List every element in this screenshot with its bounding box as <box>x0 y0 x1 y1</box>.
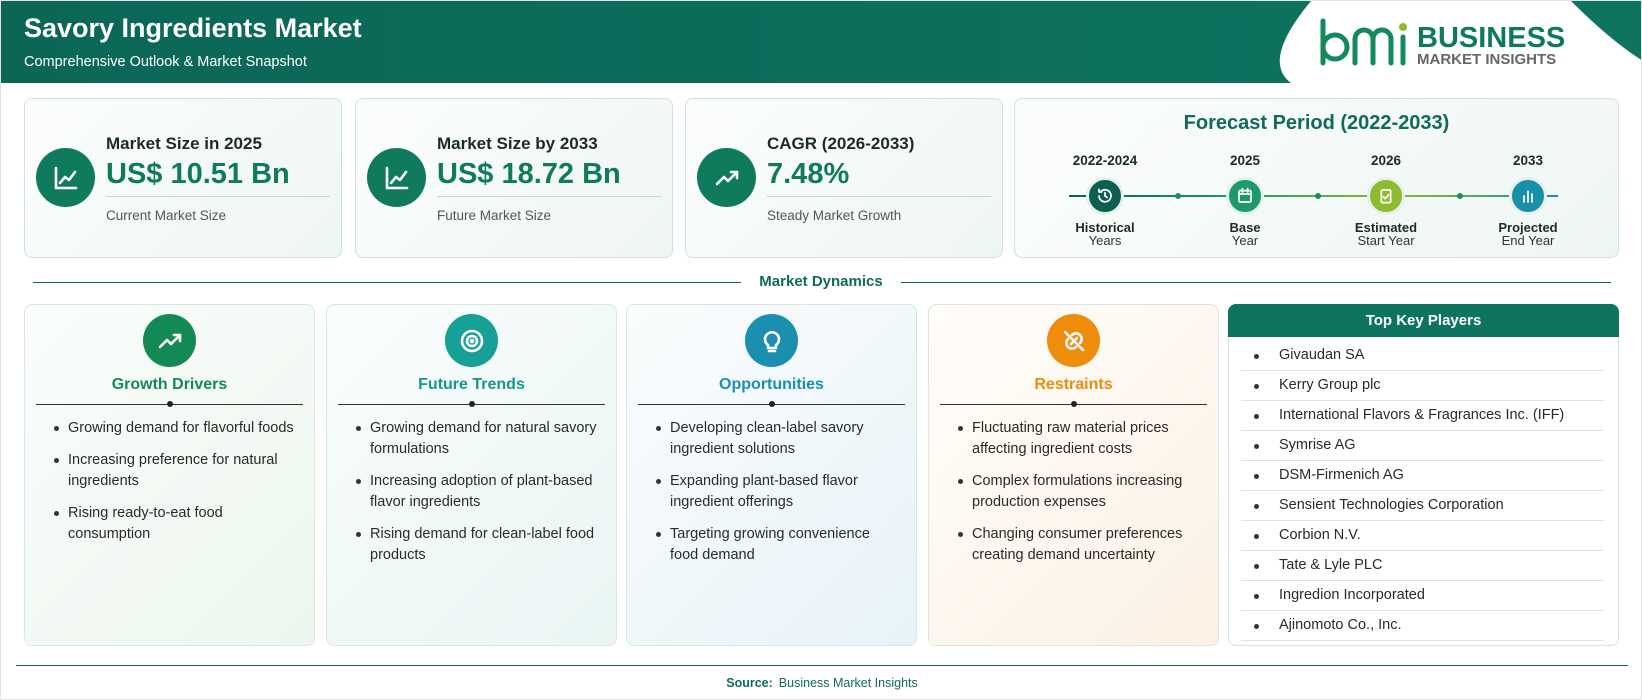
logo-name: BUSINESS <box>1417 22 1565 54</box>
section-title: Restraints <box>1034 376 1113 393</box>
metric-value: US$ 18.72 Bn <box>437 158 621 190</box>
rule <box>901 282 1611 283</box>
players-card <box>1228 304 1619 646</box>
list-item: Fluctuating raw material prices affectin… <box>956 418 1201 460</box>
metric-label: Market Size in 2025 <box>106 134 262 153</box>
section-title: Future Trends <box>418 376 525 393</box>
list-item: Complex formulations increasing producti… <box>956 471 1201 513</box>
player: Tate & Lyle PLC <box>1241 551 1604 581</box>
title: Savory Ingredients Market <box>24 13 362 43</box>
section-dot <box>469 401 475 407</box>
timeline <box>1069 195 1558 197</box>
list-item: Targeting growing convenience food deman… <box>654 524 899 566</box>
player: Givaudan SA <box>1241 341 1604 371</box>
section-icon <box>1047 314 1100 367</box>
player: Sensient Technologies Corporation <box>1241 491 1604 521</box>
list-item: Developing clean-label savory ingredient… <box>654 418 899 460</box>
logo: BUSINESS MARKET INSIGHTS <box>1279 1 1641 83</box>
source-label: Source: <box>726 676 773 690</box>
rule <box>33 282 741 283</box>
player: Symrise AG <box>1241 431 1604 461</box>
list-item: Rising ready-to-eat food consumption <box>52 503 297 545</box>
milestone-icon <box>1226 177 1264 215</box>
section-list: Growing demand for natural savory formul… <box>354 418 599 577</box>
section-dot <box>769 401 775 407</box>
player: DSM-Firmenich AG <box>1241 461 1604 491</box>
milestone-label: Projected <box>1498 220 1558 235</box>
section-list: Growing demand for flavorful foods Increa… <box>52 418 297 556</box>
players-list: Givaudan SA Kerry Group plc International … <box>1241 341 1604 641</box>
player: Ajinomoto Co., Inc. <box>1241 611 1604 641</box>
timeline-dot <box>1315 193 1321 199</box>
forecast-card <box>1014 98 1619 258</box>
section-dot <box>1071 401 1077 407</box>
milestone-year: 2026 <box>1370 153 1402 168</box>
list-item: Expanding plant-based flavor ingredient … <box>654 471 899 513</box>
milestone-icon <box>1086 177 1124 215</box>
source: Source: Business Market Insights <box>1 676 1641 690</box>
logo-tagline: MARKET INSIGHTS <box>1417 51 1556 68</box>
metric-label: CAGR (2026-2033) <box>767 134 915 153</box>
list-item: Growing demand for natural savory formul… <box>354 418 599 460</box>
timeline-dot <box>1457 193 1463 199</box>
metric-icon <box>36 148 95 207</box>
section-dot <box>167 401 173 407</box>
metric-label: Market Size by 2033 <box>437 134 598 153</box>
list-item: Increasing adoption of plant-based flavo… <box>354 471 599 513</box>
player: Ingredion Incorporated <box>1241 581 1604 611</box>
subtitle: Comprehensive Outlook & Market Snapshot <box>24 54 307 70</box>
divider <box>437 196 661 197</box>
divider <box>106 196 330 197</box>
players-title: Top Key Players <box>1228 304 1619 337</box>
milestone-sub: Year <box>1231 233 1259 248</box>
list-item: Increasing preference for natural ingred… <box>52 450 297 492</box>
milestone-year: 2033 <box>1512 153 1544 168</box>
metric-icon <box>697 148 756 207</box>
metric-note: Future Market Size <box>437 208 552 223</box>
metric-value: US$ 10.51 Bn <box>106 158 290 190</box>
section-icon <box>445 314 498 367</box>
section-list: Developing clean-label savory ingredient… <box>654 418 899 577</box>
dynamics-title: Market Dynamics <box>759 273 883 290</box>
footer-rule <box>16 665 1628 666</box>
list-item: Growing demand for flavorful foods <box>52 418 297 439</box>
milestone-sub: Years <box>1088 233 1122 248</box>
player: Kerry Group plc <box>1241 371 1604 401</box>
milestone-year: 2022-2024 <box>1072 153 1138 168</box>
milestone-label: Historical <box>1075 220 1135 235</box>
list-item: Changing consumer preferences creating d… <box>956 524 1201 566</box>
divider <box>767 196 991 197</box>
player: International Flavors & Fragrances Inc. … <box>1241 401 1604 431</box>
timeline-dot <box>1175 193 1181 199</box>
milestone-icon <box>1509 177 1547 215</box>
milestone-year: 2025 <box>1229 153 1261 168</box>
metric-value: 7.48% <box>767 158 850 190</box>
milestone-icon <box>1367 177 1405 215</box>
section-icon <box>745 314 798 367</box>
milestone-label: Base <box>1229 220 1261 235</box>
section-title: Growth Drivers <box>111 376 228 393</box>
milestone-sub: Start Year <box>1357 233 1415 248</box>
section-icon <box>143 314 196 367</box>
milestone-label: Estimated <box>1354 220 1418 235</box>
list-item: Rising demand for clean-label food produ… <box>354 524 599 566</box>
milestone-sub: End Year <box>1501 233 1555 248</box>
source-text: Business Market Insights <box>778 676 918 690</box>
section-list: Fluctuating raw material prices affectin… <box>956 418 1201 577</box>
metric-icon <box>367 148 426 207</box>
forecast-title: Forecast Period (2022-2033) <box>1183 112 1450 134</box>
metric-note: Current Market Size <box>106 208 227 223</box>
player: Corbion N.V. <box>1241 521 1604 551</box>
metric-note: Steady Market Growth <box>767 208 902 223</box>
section-title: Opportunities <box>719 376 824 393</box>
